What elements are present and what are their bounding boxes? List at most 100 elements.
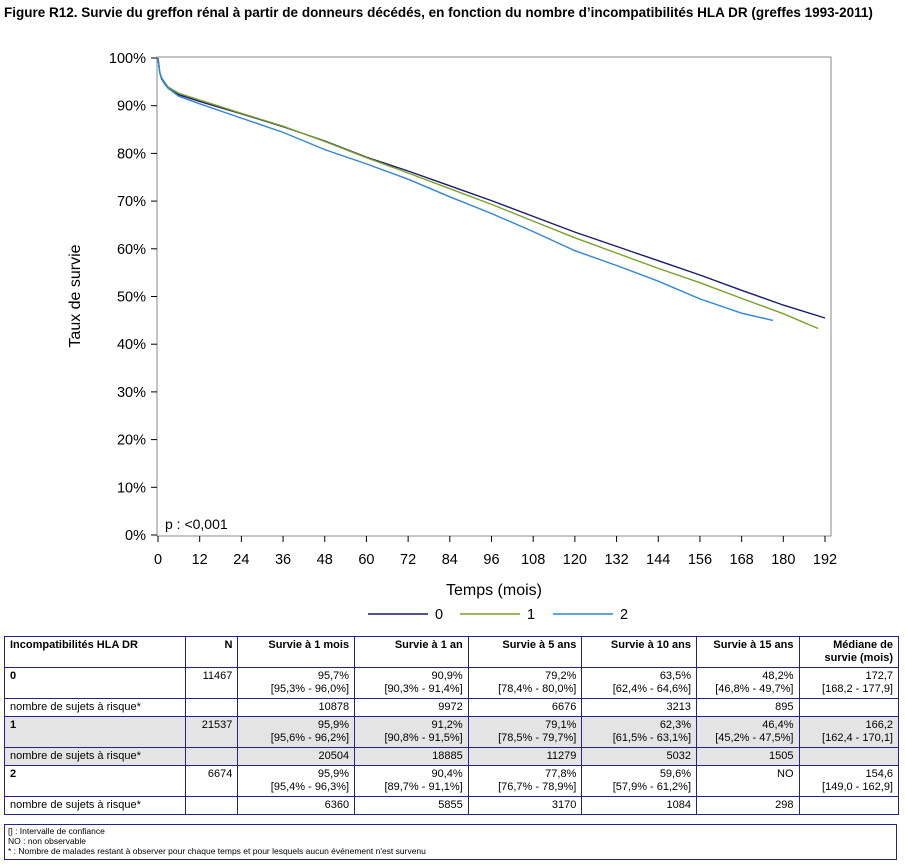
value-cell: 95,9% [95,4% - 96,3%] [237,765,356,797]
legend-label: 1 [527,607,535,623]
confidence-interval: [95,4% - 96,3%] [270,781,350,793]
header-cell: Survie à 1 an [354,636,469,668]
risk-cell: 298 [696,796,800,815]
x-tick-label: 132 [604,552,628,568]
survival-value: 154,6 [865,768,893,780]
survival-value: 79,1% [545,719,577,731]
value-cell: 79,2% [78,4% - 80,0%] [467,667,583,699]
n-cell: 21537 [184,716,239,748]
risk-cell: 5855 [354,796,469,815]
confidence-interval: [89,7% - 91,1%] [384,781,463,793]
survival-value: 172,7 [865,670,893,682]
risk-cell: 11279 [467,747,583,766]
survival-value: 90,4% [431,768,463,780]
confidence-interval: [168,2 - 177,9] [822,683,893,695]
survival-value: 90,9% [431,670,463,682]
note-line: NO : non observable [8,836,86,846]
confidence-interval: [149,0 - 162,9] [822,781,893,793]
header-cell: Incompatibilités HLA DR [4,636,186,668]
risk-cell: 20504 [237,747,356,766]
risk-cell: 1505 [696,747,800,766]
header-cell: N [184,636,239,668]
x-tick-label: 144 [646,552,670,568]
table-row: 2 6674 95,9% [95,4% - 96,3%] 90,4% [89,7% - 9… [4,765,899,797]
confidence-interval: [95,3% - 96,0%] [270,683,350,695]
value-cell: 90,4% [89,7% - 91,1%] [354,765,469,797]
risk-cell: 3170 [467,796,583,815]
group-label: 1 [4,716,186,748]
group-label: 2 [4,765,186,797]
survival-value: 79,2% [545,670,577,682]
x-tick-label: 12 [192,552,208,568]
value-cell: 166,2 [162,4 - 170,1] [798,716,899,748]
confidence-interval: [90,3% - 91,4%] [384,683,463,695]
series-line-1 [157,57,819,330]
survival-value: 77,8% [545,768,577,780]
x-tick-label: 0 [154,552,162,568]
curves [157,57,826,330]
header-cell: Survie à 1 mois [237,636,356,668]
y-axis: 0% 10% 20% 30% 40% 50% 60% 70% 80% 90% 100% [109,51,157,544]
risk-cell: 3213 [581,698,698,717]
table-row: nombre de sujets à risque* 6360 5855 3170 10… [4,796,899,815]
y-tick-label: 10% [117,480,146,496]
survival-value: 46,4% [762,719,794,731]
confidence-interval: [45,2% - 47,5%] [715,732,794,744]
risk-cell: 5032 [581,747,698,766]
value-cell: 62,3% [61,5% - 63,1%] [581,716,698,748]
survival-value: 59,6% [659,768,692,780]
risk-cell [798,698,899,717]
x-axis: 0 12 24 36 48 60 72 84 96 108 120 132 144 156 168 180 19… [154,536,837,568]
table-row: 1 21537 95,9% [95,6% - 96,2%] 91,2% [90,8% - … [4,716,899,748]
risk-cell: 6360 [237,796,356,815]
confidence-interval: [61,5% - 63,1%] [612,732,692,744]
survival-value: NO [777,768,794,780]
value-cell: 154,6 [149,0 - 162,9] [798,765,899,797]
y-tick-label: 50% [117,290,146,306]
y-tick-label: 60% [117,242,146,258]
survival-value: 91,2% [431,719,463,731]
confidence-interval: [95,6% - 96,2%] [270,732,350,744]
y-tick-label: 80% [117,146,146,162]
x-tick-label: 36 [275,552,291,568]
risk-cell: 10878 [237,698,356,717]
x-tick-label: 60 [358,552,374,568]
table-row: nombre de sujets à risque* 20504 18885 1127… [4,747,899,766]
y-tick-label: 40% [117,337,146,353]
value-cell: 172,7 [168,2 - 177,9] [798,667,899,699]
legend: 0 1 2 [368,607,628,623]
value-cell: 63,5% [62,4% - 64,6%] [581,667,698,699]
survival-value: 166,2 [865,719,893,731]
table-header-row: Incompatibilités HLA DR N Survie à 1 moi… [4,636,899,668]
header-cell: Survie à 5 ans [467,636,583,668]
series-line-2 [157,57,774,322]
survival-value: 95,7% [317,670,350,682]
plot-frame [156,56,832,537]
y-tick-label: 100% [109,51,146,67]
table-row: 0 11467 95,7% [95,3% - 96,0%] 90,9% [90,3% - … [4,667,899,699]
n-cell: 6674 [184,765,239,797]
risk-cell: 9972 [354,698,469,717]
header-cell: Survie à 10 ans [581,636,698,668]
x-tick-label: 192 [813,552,837,568]
y-tick-label: 0% [125,528,146,544]
risk-cell [798,747,899,766]
note-line: * : Nombre de malades restant à observer… [8,846,426,856]
x-tick-label: 24 [233,552,249,568]
x-tick-label: 96 [483,552,499,568]
p-value-annotation: p : <0,001 [165,516,228,532]
confidence-interval: [62,4% - 64,6%] [612,683,692,695]
risk-label: nombre de sujets à risque* [4,747,186,766]
value-cell: 90,9% [90,3% - 91,4%] [354,667,469,699]
confidence-interval: [76,7% - 78,9%] [498,781,577,793]
n-cell: 11467 [184,667,239,699]
confidence-interval: [57,9% - 61,2%] [612,781,692,793]
value-cell: 95,9% [95,6% - 96,2%] [237,716,356,748]
x-tick-label: 180 [771,552,795,568]
legend-label: 2 [620,607,628,623]
y-tick-label: 70% [117,194,146,210]
risk-cell: 6676 [467,698,583,717]
confidence-interval: [90,8% - 91,5%] [384,732,463,744]
header-cell: Survie à 15 ans [696,636,800,668]
value-cell: 59,6% [57,9% - 61,2%] [581,765,698,797]
